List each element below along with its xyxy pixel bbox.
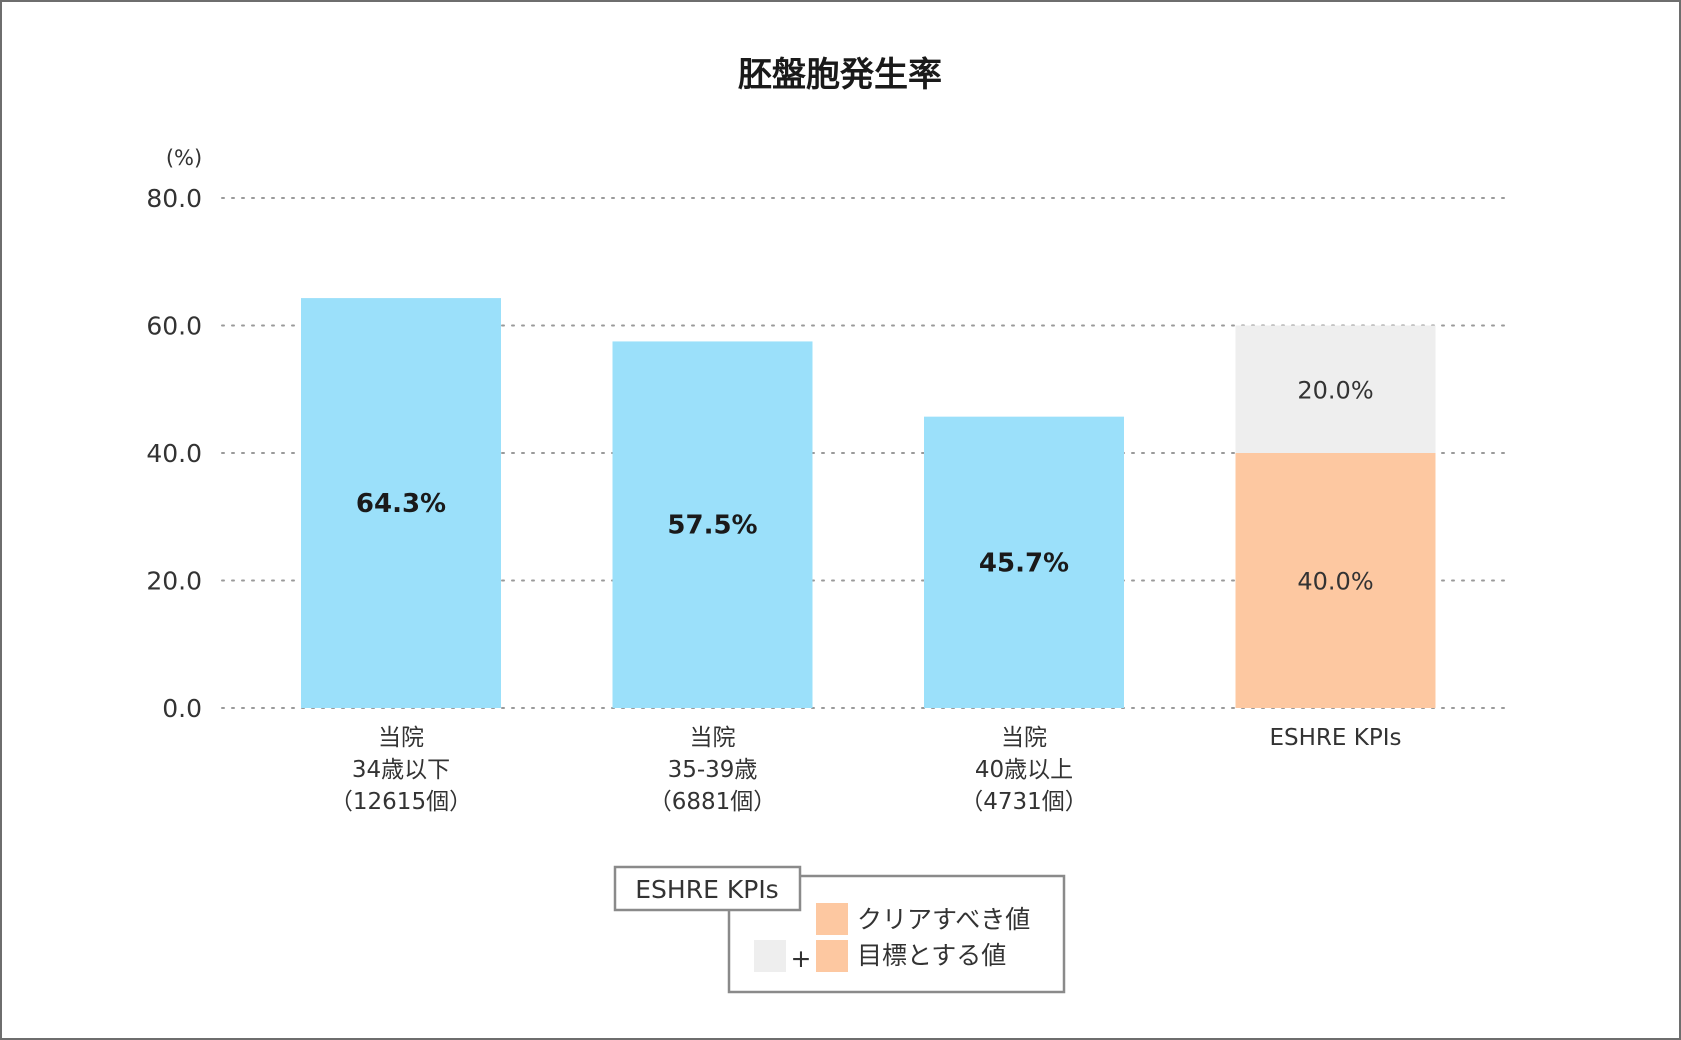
y-tick-label: 20.0: [146, 567, 202, 596]
bar-value-label: 57.5%: [667, 511, 757, 541]
bar-value-label: 64.3%: [356, 489, 446, 519]
bar-value-label: 40.0%: [1297, 568, 1373, 596]
y-axis-ticks: 0.0 20.0 40.0 60.0 80.0: [146, 184, 202, 723]
legend-swatch: [816, 903, 848, 935]
bar: [1235, 453, 1436, 708]
legend-label: 目標とする値: [857, 941, 1006, 970]
x-tick-label: （12615個）: [330, 789, 472, 815]
bar-value-label: 45.7%: [979, 548, 1069, 578]
bar: [924, 416, 1124, 708]
legend-swatch: [754, 940, 786, 972]
bar: [1235, 325, 1436, 453]
legend-swatch: [816, 940, 848, 972]
x-tick-label: （6881個）: [649, 789, 777, 815]
y-tick-label: 60.0: [146, 312, 202, 341]
bar-value-label: 20.0%: [1297, 376, 1373, 404]
chart-title: 胚盤胞発生率: [738, 55, 942, 95]
x-tick-label: 40歳以上: [975, 757, 1073, 783]
x-tick-label: 35-39歳: [668, 757, 758, 783]
legend-joiner: +: [791, 944, 812, 973]
x-tick-label: 当院: [690, 725, 736, 751]
x-tick-label: 34歳以下: [352, 757, 450, 783]
x-tick-label: 当院: [1001, 725, 1047, 751]
y-tick-label: 40.0: [146, 439, 202, 468]
x-tick-label: （4731個）: [960, 789, 1088, 815]
bars: 64.3% 57.5% 45.7% 40.0% 20.0%: [301, 298, 1436, 708]
legend-title: ESHRE KPIs: [635, 875, 778, 904]
y-tick-label: 0.0: [162, 694, 202, 723]
y-tick-label: 80.0: [146, 184, 202, 213]
legend-title-box: [613, 865, 802, 912]
x-tick-label: 当院: [378, 725, 424, 751]
legend: ESHRE KPIs クリアすべき値 + 目標とする値: [613, 865, 1066, 994]
x-axis-labels: 当院 34歳以下 （12615個） 当院 35-39歳 （6881個） 当院 40歳以上 （47…: [330, 725, 1402, 815]
bar: [301, 298, 501, 708]
x-tick-label: ESHRE KPIs: [1270, 725, 1402, 751]
legend-label: クリアすべき値: [857, 905, 1030, 934]
y-axis-unit: (%): [166, 146, 202, 170]
bar: [612, 341, 813, 708]
